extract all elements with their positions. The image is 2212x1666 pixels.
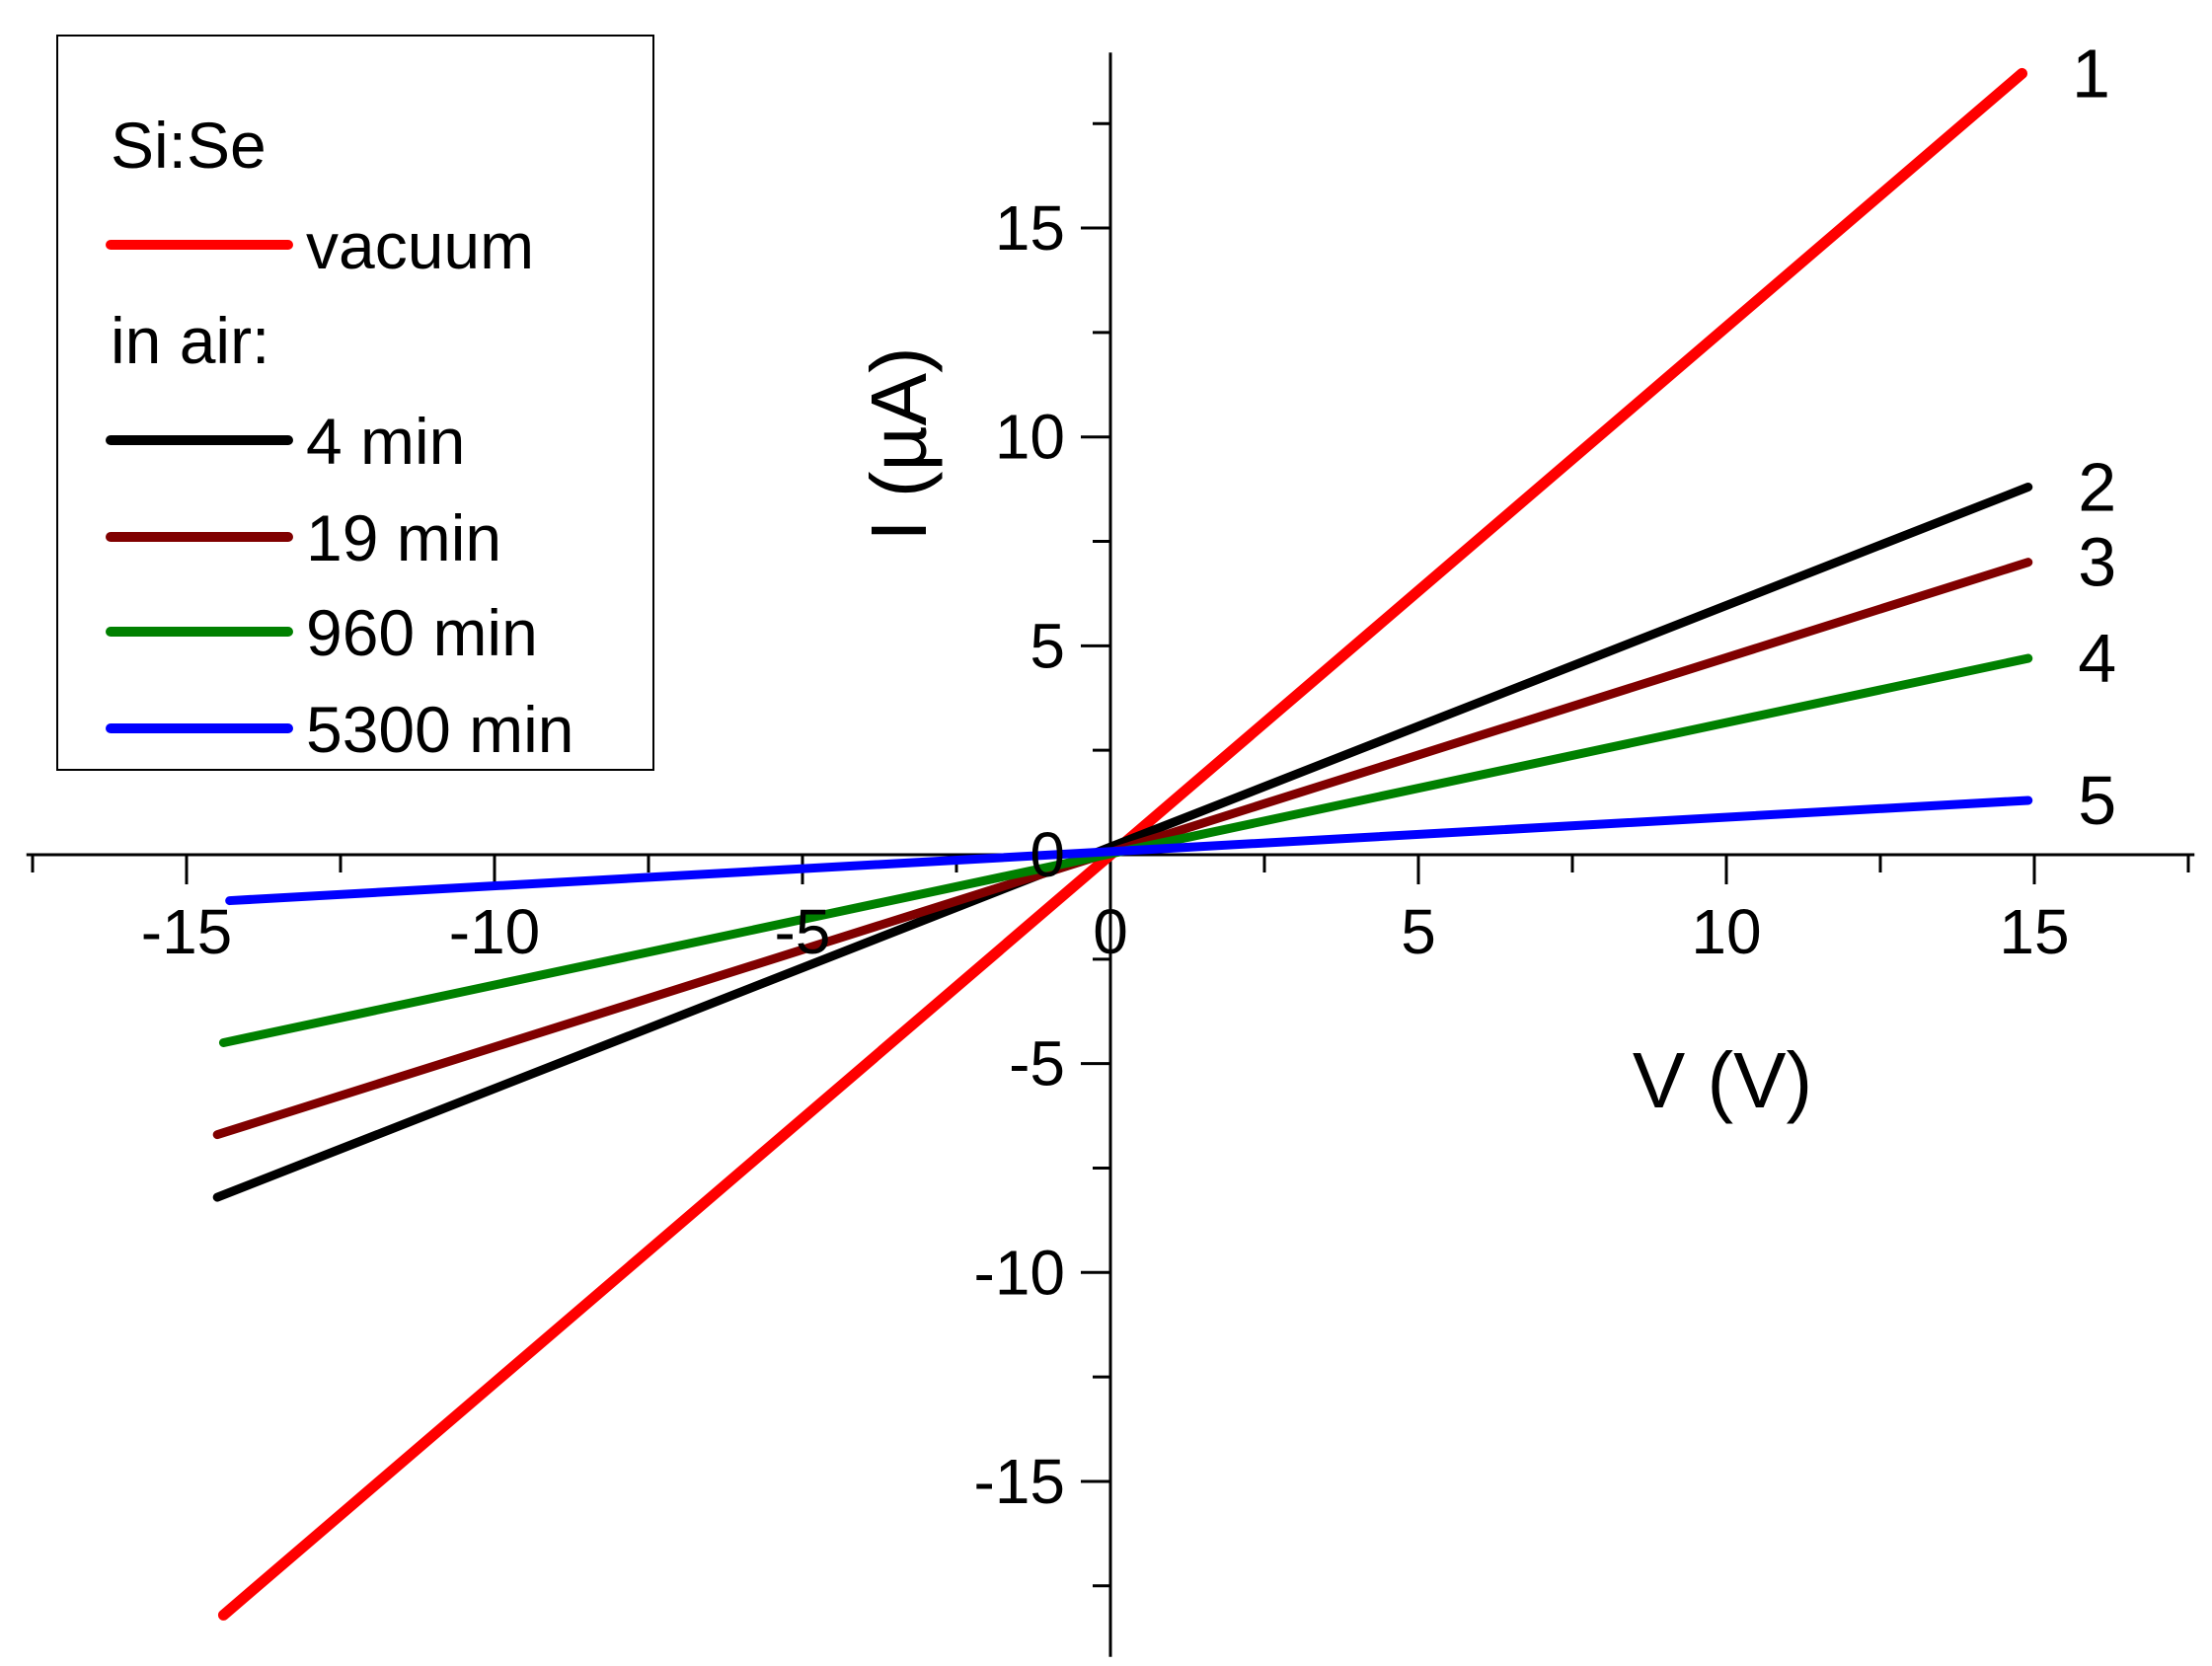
x-tick-label: 15 [1999,896,2069,967]
curve-number-label: 2 [2078,448,2116,525]
legend-subtitle: in air: [111,304,269,377]
x-tick-label: 0 [1093,896,1128,967]
legend-box [56,35,654,771]
x-tick-label: 5 [1401,896,1436,967]
y-tick-label: -10 [974,1237,1066,1308]
legend-entry-label: 5300 min [306,693,574,766]
series-line-5 [225,795,2033,906]
legend-entry-label: 19 min [306,501,501,574]
x-tick-label: -15 [141,896,233,967]
curve-number-label: 4 [2078,620,2116,697]
legend-entry-label: 4 min [306,405,465,478]
series-line-2 [212,482,2033,1202]
legend-title: Si:Se [111,109,267,182]
curve-number-label: 3 [2078,524,2116,601]
y-tick-label: 15 [995,192,1065,264]
x-tick-label: 10 [1691,896,1761,967]
legend-entry-label: 960 min [306,596,538,669]
y-axis-label: I (µA) [855,346,943,541]
x-axis-label: V (V) [1633,1036,1812,1124]
legend-entries: vacuum 4 min 19 min 960 min 5300 min [106,209,574,766]
y-tick-label: -5 [1009,1028,1065,1099]
curve-number-label: 5 [2078,762,2116,839]
y-tick-label: 10 [995,402,1065,473]
x-tick-label: -5 [775,896,831,967]
curve-number-label: 1 [2072,35,2110,112]
y-tick-label: 0 [1030,819,1065,890]
y-tick-label: 5 [1030,610,1065,681]
x-tick-label: -10 [449,896,541,967]
y-tick-label: -15 [974,1446,1066,1517]
legend: Si:Se in air: vacuum 4 min 19 min 960 min 53… [56,35,654,771]
axis-labels: -15 -10 -5 0 5 10 15 -15 -10 -5 0 5 10 15 [141,192,2070,1517]
legend-entry-label: vacuum [306,209,534,282]
